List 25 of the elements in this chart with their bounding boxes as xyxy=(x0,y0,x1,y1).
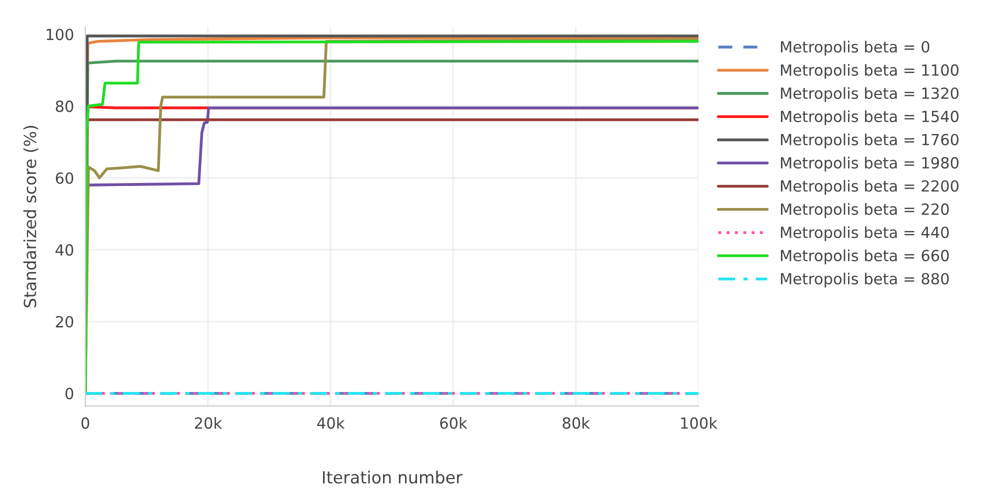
legend-label: Metropolis beta = 2200 xyxy=(780,180,958,195)
x-tick-label: 40k xyxy=(317,417,345,429)
legend-label: Metropolis beta = 1320 xyxy=(780,87,958,102)
legend-label: Metropolis beta = 1540 xyxy=(780,110,958,126)
legend-label: Metropolis beta = 1100 xyxy=(780,64,958,79)
y-tick-label: 0 xyxy=(66,388,74,400)
x-tick-label: 100k xyxy=(681,417,718,429)
y-tick-label: 20 xyxy=(56,316,74,328)
y-tick-label: 80 xyxy=(56,100,74,112)
y-tick-label: 40 xyxy=(56,244,74,256)
legend-label: Metropolis beta = 660 xyxy=(780,250,949,264)
x-tick-label: 0 xyxy=(81,417,90,429)
legend-label: Metropolis beta = 440 xyxy=(780,226,949,242)
legend-label: Metropolis beta = 220 xyxy=(780,203,949,218)
legend-label: Metropolis beta = 1980 xyxy=(780,156,958,172)
y-tick-label: 60 xyxy=(56,172,74,184)
y-axis-title: Standarized score (%) xyxy=(23,126,38,308)
x-tick-label: 80k xyxy=(562,417,590,429)
x-tick-label: 60k xyxy=(440,417,468,429)
x-tick-label: 20k xyxy=(194,417,222,429)
x-axis-title: Iteration number xyxy=(323,470,462,484)
legend-label: Metropolis beta = 880 xyxy=(780,272,949,288)
legend-label: Metropolis beta = 1760 xyxy=(780,134,958,148)
y-tick-label: 100 xyxy=(46,28,74,40)
legend-label: Metropolis beta = 0 xyxy=(780,40,930,56)
